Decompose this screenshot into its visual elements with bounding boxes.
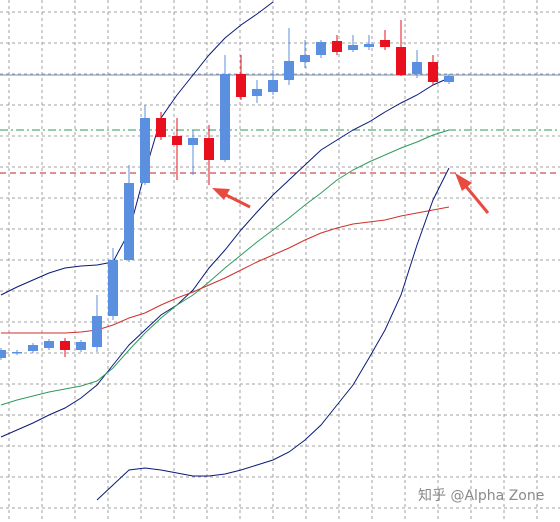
arrows	[212, 173, 490, 214]
candle-body	[204, 138, 214, 160]
arrow-head	[455, 173, 472, 191]
candle-body	[444, 76, 454, 82]
candle-body	[0, 350, 6, 358]
candle-body	[300, 55, 310, 62]
candle-body	[12, 352, 22, 354]
candle-body	[28, 345, 38, 351]
candle-body	[252, 89, 262, 96]
candle-body	[332, 41, 342, 52]
indicator-line	[0, 1, 274, 296]
candle-body	[268, 80, 278, 92]
candle-body	[76, 342, 86, 350]
candle-body	[172, 136, 182, 145]
candle-body	[380, 40, 390, 47]
indicator-line	[96, 167, 450, 501]
indicator-line	[1, 206, 450, 334]
candle-body	[44, 341, 54, 348]
candle-body	[316, 42, 326, 55]
candle-body	[60, 341, 70, 350]
candle-body	[188, 138, 198, 145]
candle-body	[284, 61, 294, 80]
candle-body	[140, 118, 150, 183]
candle-body	[92, 316, 102, 347]
candle-body	[412, 62, 422, 74]
candle-body	[348, 45, 358, 50]
candle-body	[396, 47, 406, 75]
candles	[0, 20, 454, 360]
candle-body	[124, 183, 134, 260]
candle-body	[236, 74, 246, 97]
candle-body	[156, 118, 166, 137]
candle-body	[364, 44, 374, 47]
candle-body	[108, 260, 118, 316]
candle-body	[428, 62, 438, 82]
indicator-lines	[0, 1, 450, 501]
indicator-line	[0, 77, 450, 438]
watermark: 知乎 @Alpha Zone	[418, 487, 544, 504]
arrow-head	[212, 188, 230, 200]
arrow-line	[221, 191, 251, 209]
level-lines	[0, 74, 560, 174]
arrow-line	[462, 183, 490, 214]
indicator-line	[0, 129, 450, 406]
candle-body	[220, 74, 230, 160]
